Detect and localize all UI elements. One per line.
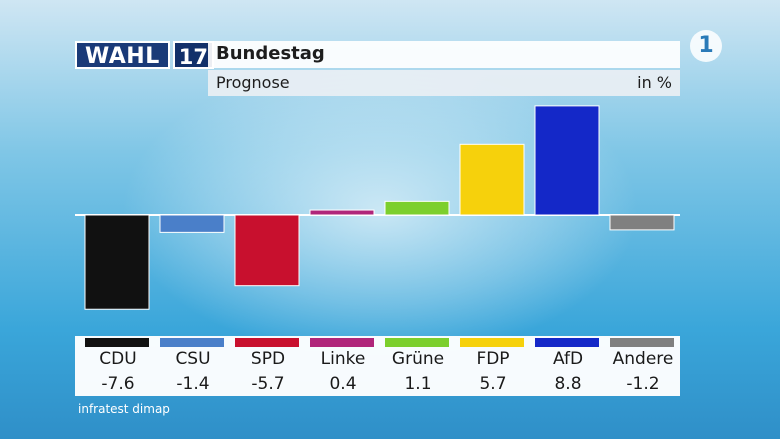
chart-subtitle: Prognose: [216, 73, 290, 92]
unit-label: in %: [637, 73, 672, 92]
category-label-linke: Linke: [320, 349, 366, 369]
bar-fdp: [459, 143, 525, 216]
value-label-linke: 0.4: [329, 374, 357, 394]
bar-grüne: [384, 200, 450, 216]
value-label-cdu: -7.6: [101, 374, 135, 394]
color-strip-spd: [235, 338, 299, 347]
ard-one-icon: 1: [690, 30, 722, 62]
category-label-andere: Andere: [612, 349, 674, 369]
color-strip-afd: [535, 338, 599, 347]
color-strip-csu: [160, 338, 224, 347]
color-strip-andere: [610, 338, 674, 347]
bar-linke: [309, 209, 375, 216]
bar-afd: [534, 105, 600, 216]
source-label: infratest dimap: [78, 402, 170, 416]
bar-andere: [609, 214, 675, 231]
value-label-afd: 8.8: [554, 374, 582, 394]
bar-cdu: [84, 214, 150, 310]
color-strip-cdu: [85, 338, 149, 347]
value-label-andere: -1.2: [626, 374, 660, 394]
category-label-grüne: Grüne: [391, 349, 445, 369]
category-label-afd: AfD: [552, 349, 584, 369]
color-strip-fdp: [460, 338, 524, 347]
category-label-cdu: CDU: [99, 349, 137, 369]
category-label-spd: SPD: [250, 349, 286, 369]
color-strip-grüne: [385, 338, 449, 347]
category-label-fdp: FDP: [476, 349, 510, 369]
color-strip-linke: [310, 338, 374, 347]
chart-title: Bundestag: [216, 43, 325, 64]
bar-csu: [159, 214, 225, 233]
title-bar: Bundestag: [208, 41, 680, 68]
logo-word: WAHL: [75, 41, 170, 69]
value-label-spd: -5.7: [251, 374, 285, 394]
subtitle-bar: Prognose in %: [208, 70, 680, 96]
category-label-csu: CSU: [175, 349, 211, 369]
bar-spd: [234, 214, 300, 287]
value-label-grüne: 1.1: [404, 374, 432, 394]
value-label-fdp: 5.7: [479, 374, 507, 394]
value-label-csu: -1.4: [176, 374, 210, 394]
